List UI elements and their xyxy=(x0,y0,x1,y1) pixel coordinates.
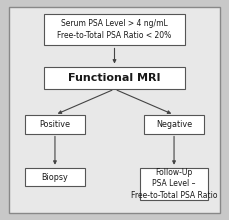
FancyBboxPatch shape xyxy=(140,168,208,200)
Text: Functional MRI: Functional MRI xyxy=(68,73,161,83)
Text: Biopsy: Biopsy xyxy=(42,173,68,182)
Text: Positive: Positive xyxy=(39,120,71,129)
FancyBboxPatch shape xyxy=(44,14,185,45)
FancyBboxPatch shape xyxy=(44,67,185,89)
Text: Negative: Negative xyxy=(156,120,192,129)
Text: Follow-Up
PSA Level –
Free-to-Total PSA Ratio: Follow-Up PSA Level – Free-to-Total PSA … xyxy=(131,168,217,200)
FancyBboxPatch shape xyxy=(25,115,85,134)
Text: Serum PSA Level > 4 ng/mL
Free-to-Total PSA Ratio < 20%: Serum PSA Level > 4 ng/mL Free-to-Total … xyxy=(57,20,172,40)
FancyBboxPatch shape xyxy=(25,168,85,186)
FancyBboxPatch shape xyxy=(144,115,204,134)
